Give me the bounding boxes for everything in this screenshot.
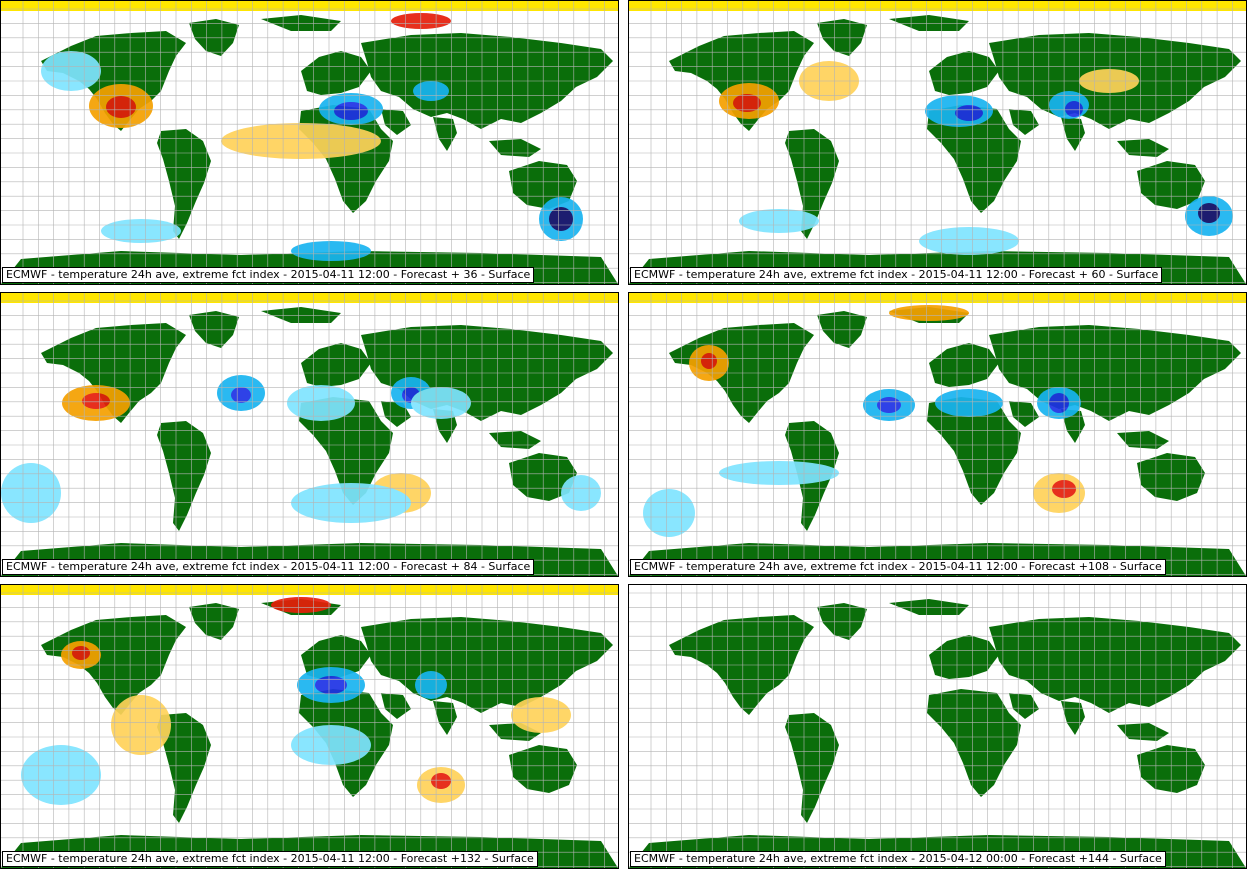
landmass-arabia <box>1009 693 1039 719</box>
landmass-africa <box>927 689 1021 797</box>
arctic-anomaly-band <box>629 293 1246 303</box>
graticule <box>1 1 618 284</box>
panel-caption: ECMWF - temperature 24h ave, extreme fct… <box>2 559 535 575</box>
arctic-anomaly-band <box>1 293 618 303</box>
map-panel-fc60: ECMWF - temperature 24h ave, extreme fct… <box>628 0 1247 285</box>
anomaly-area-cold_mid <box>935 389 1003 417</box>
map-fc36 <box>1 1 618 284</box>
landmass-india <box>1061 701 1085 735</box>
anomaly-area-warm_light <box>511 697 571 733</box>
anomaly-area-cold_light <box>411 387 471 419</box>
landmass-arctic-islands <box>889 599 969 615</box>
anomaly-area-cold_light <box>739 209 819 233</box>
anomaly-area-cold_strong <box>334 102 368 120</box>
anomaly-area-cold_strong <box>1065 101 1083 117</box>
panel-caption: ECMWF - temperature 24h ave, extreme fct… <box>630 267 1163 283</box>
anomaly-area-warm_strong <box>271 597 331 613</box>
anomaly-area-cold_extreme <box>1198 203 1220 223</box>
map-panel-fc144: ECMWF - temperature 24h ave, extreme fct… <box>628 584 1247 869</box>
anomaly-area-cold_light <box>643 489 695 537</box>
anomaly-area-warm_light <box>111 695 171 755</box>
anomaly-area-cold_light <box>41 51 101 91</box>
anomaly-area-cold_strong <box>1049 393 1069 413</box>
panel-caption: ECMWF - temperature 24h ave, extreme fct… <box>630 851 1166 867</box>
anomaly-area-cold_light <box>719 461 839 485</box>
anomaly-area-warm_mid <box>889 305 969 321</box>
anomaly-area-cold_strong <box>231 387 251 403</box>
landmass-india <box>433 117 457 151</box>
anomaly-area-cold_light <box>287 385 355 421</box>
map-fc132 <box>1 585 618 868</box>
map-fc60 <box>629 1 1246 284</box>
arctic-anomaly-band <box>1 1 618 11</box>
anomaly-area-warm_strong <box>72 646 90 660</box>
map-fc144 <box>629 585 1246 868</box>
anomaly-group <box>643 305 1085 537</box>
landmass-arctic-islands <box>261 15 341 31</box>
map-panel-fc84: ECMWF - temperature 24h ave, extreme fct… <box>0 292 619 577</box>
map-fc84 <box>1 293 618 576</box>
landmass-arabia <box>1009 109 1039 135</box>
landmass-arabia <box>381 693 411 719</box>
landmass-europe <box>929 635 999 679</box>
panel-caption: ECMWF - temperature 24h ave, extreme fct… <box>630 559 1166 575</box>
landmass-south-america <box>785 129 839 239</box>
panel-caption: ECMWF - temperature 24h ave, extreme fct… <box>2 851 538 867</box>
anomaly-area-cold_light <box>291 483 411 523</box>
landmass-india <box>433 701 457 735</box>
panel-caption: ECMWF - temperature 24h ave, extreme fct… <box>2 267 535 283</box>
landmass-india <box>1061 117 1085 151</box>
anomaly-area-cold_strong <box>315 676 347 694</box>
landmass-europe <box>929 51 999 95</box>
anomaly-area-warm_strong <box>733 94 761 112</box>
landmass-europe <box>929 343 999 387</box>
anomaly-area-cold_light <box>291 725 371 765</box>
landmass-south-america <box>157 713 211 823</box>
landmass-africa <box>299 397 393 505</box>
arctic-anomaly-band <box>629 1 1246 11</box>
landmass-africa <box>927 105 1021 213</box>
map-panel-fc36: ECMWF - temperature 24h ave, extreme fct… <box>0 0 619 285</box>
graticule <box>629 293 1246 576</box>
map-fc108 <box>629 293 1246 576</box>
landmass-africa <box>927 397 1021 505</box>
anomaly-area-cold_strong <box>955 105 983 121</box>
landmass-south-america <box>785 713 839 823</box>
anomaly-area-warm_strong <box>106 96 136 118</box>
landmass-arabia <box>381 109 411 135</box>
map-panel-fc132: ECMWF - temperature 24h ave, extreme fct… <box>0 584 619 869</box>
anomaly-area-warm_strong <box>431 773 451 789</box>
anomaly-area-cold_light <box>561 475 601 511</box>
anomaly-area-cold_light <box>919 227 1019 255</box>
landmass-arctic-islands <box>261 307 341 323</box>
landmass-arabia <box>1009 401 1039 427</box>
landmass-south-america <box>157 421 211 531</box>
landmass-europe <box>301 343 371 387</box>
anomaly-area-warm_strong <box>701 353 717 369</box>
anomaly-area-warm_light <box>221 123 381 159</box>
anomaly-area-cold_mid <box>291 241 371 261</box>
anomaly-area-cold_strong <box>877 397 901 413</box>
arctic-anomaly-band <box>1 585 618 595</box>
landmass-south-america <box>157 129 211 239</box>
landmass-europe <box>301 51 371 95</box>
landmass-europe <box>301 635 371 679</box>
anomaly-area-warm_strong <box>82 393 110 409</box>
landmass-arctic-islands <box>889 15 969 31</box>
anomaly-area-cold_light <box>1 463 61 523</box>
map-panel-fc108: ECMWF - temperature 24h ave, extreme fct… <box>628 292 1247 577</box>
anomaly-area-cold_light <box>21 745 101 805</box>
anomaly-area-cold_mid <box>415 671 447 699</box>
anomaly-area-cold_mid <box>413 81 449 101</box>
